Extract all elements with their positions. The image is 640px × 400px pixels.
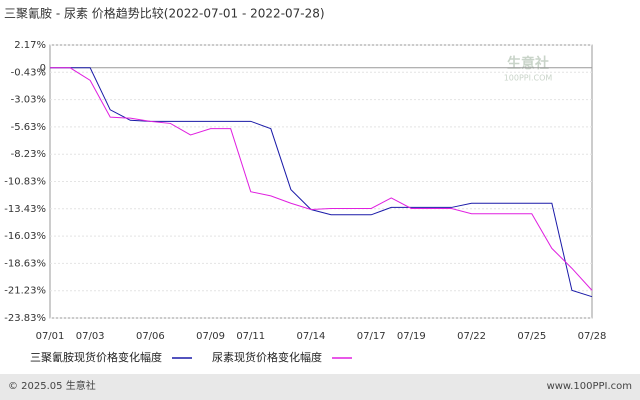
y-tick-label: -13.43% xyxy=(4,204,46,215)
y-tick-label: -0.43% xyxy=(11,67,46,78)
series-line xyxy=(50,67,593,298)
watermark-sub: 100PPI.COM xyxy=(504,74,553,83)
y-tick-label: -21.23% xyxy=(4,286,46,297)
legend-label: 三聚氰胺现货价格变化幅度 xyxy=(30,350,162,364)
x-tick-label: 07/28 xyxy=(578,331,607,342)
y-tick-label: -23.83% xyxy=(4,313,46,324)
y-tick-label: -5.63% xyxy=(11,122,46,133)
y-tick-label: -8.23% xyxy=(11,149,46,160)
x-tick-label: 07/09 xyxy=(196,331,225,342)
x-tick-label: 07/11 xyxy=(236,331,265,342)
y-tick-label: 2.17% xyxy=(14,40,46,51)
footer-left: © 2025.05 生意社 xyxy=(8,379,96,392)
y-tick-label: 0 xyxy=(40,63,46,74)
x-tick-label: 07/06 xyxy=(136,331,165,342)
x-tick-label: 07/22 xyxy=(457,331,486,342)
watermark: 生意社 xyxy=(507,55,549,72)
x-tick-label: 07/03 xyxy=(76,331,105,342)
x-tick-label: 07/19 xyxy=(397,331,426,342)
chart-title: 三聚氰胺 - 尿素 价格趋势比较(2022-07-01 - 2022-07-28… xyxy=(4,6,325,21)
series-line xyxy=(50,67,593,291)
x-tick-label: 07/17 xyxy=(357,331,386,342)
y-tick-label: -18.63% xyxy=(4,258,46,269)
footer-bar xyxy=(0,374,640,400)
y-tick-label: -16.03% xyxy=(4,231,46,242)
x-tick-label: 07/14 xyxy=(297,331,326,342)
y-tick-label: -3.03% xyxy=(11,95,46,106)
y-tick-label: -10.83% xyxy=(4,177,46,188)
legend-label: 尿素现货价格变化幅度 xyxy=(212,350,322,364)
x-tick-label: 07/25 xyxy=(517,331,546,342)
footer-right: www.100PPI.com xyxy=(547,381,632,392)
x-tick-label: 07/01 xyxy=(36,331,65,342)
